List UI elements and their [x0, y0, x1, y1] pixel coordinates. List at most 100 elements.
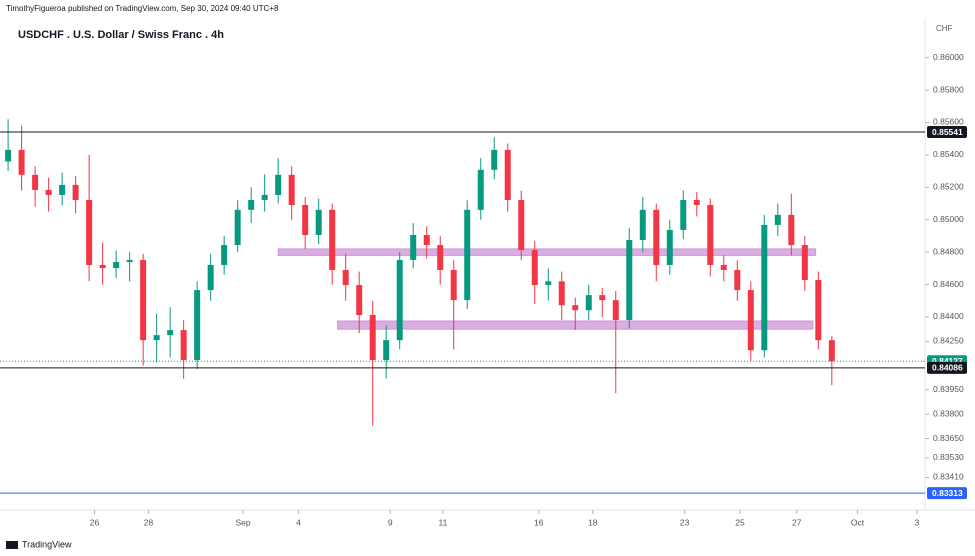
candle-body — [5, 149, 12, 162]
candle-body — [302, 204, 309, 235]
y-tick-label: 0.86000 — [933, 52, 964, 62]
price-label-box — [927, 487, 967, 500]
candle-body — [774, 214, 781, 225]
candle-body — [275, 174, 282, 195]
x-tick-label: 27 — [792, 517, 802, 527]
price-label: 0.85541 — [932, 127, 963, 137]
y-tick-label: 0.85600 — [933, 117, 964, 127]
candle-body — [221, 245, 228, 265]
candle-body — [504, 149, 511, 200]
candle-body — [761, 224, 768, 351]
x-tick-label: 11 — [439, 517, 448, 527]
candle-body — [383, 340, 390, 361]
y-tick-label: 0.84400 — [933, 311, 964, 321]
y-tick-label: 0.85400 — [933, 149, 964, 159]
candle-body — [45, 189, 52, 195]
price-label: 0.84086 — [932, 363, 963, 373]
candle-body — [315, 209, 322, 235]
candle-body — [18, 149, 25, 175]
candle-body — [59, 184, 66, 195]
x-tick-label: 16 — [534, 517, 544, 527]
footer: TradingView — [22, 539, 72, 549]
candle-body — [815, 280, 822, 341]
candle-body — [248, 199, 255, 210]
y-tick-label: 0.85800 — [933, 84, 964, 94]
candle-body — [666, 229, 673, 265]
candle-body — [491, 149, 498, 170]
candle-body — [450, 269, 457, 301]
candle-body — [207, 264, 214, 291]
candle-body — [518, 199, 525, 251]
candle-body — [558, 281, 565, 306]
zone — [277, 248, 817, 256]
candle-body — [356, 285, 363, 316]
x-tick-label: 4 — [296, 517, 301, 527]
candle-body — [72, 184, 79, 200]
candle-body — [288, 174, 295, 205]
y-tick-label: 0.83650 — [933, 433, 964, 443]
price-label: 0.83313 — [932, 488, 963, 498]
candle-body — [140, 259, 147, 341]
y-tick-label: 0.84250 — [933, 336, 964, 346]
candle-body — [32, 174, 39, 190]
x-tick-label: 9 — [388, 517, 393, 527]
price-label-box — [927, 361, 967, 374]
chart-title: USDCHF . U.S. Dollar / Swiss Franc . 4h — [18, 29, 224, 41]
candle-body — [585, 295, 592, 311]
price-label-box — [927, 126, 967, 139]
candle-body — [720, 264, 727, 270]
candle-body — [423, 234, 430, 246]
y-tick-label: 0.83410 — [933, 472, 964, 482]
candle-body — [599, 295, 606, 301]
candle-body — [369, 315, 376, 361]
candle-body — [113, 262, 120, 269]
y-tick-label: 0.84600 — [933, 279, 964, 289]
candle-body — [693, 199, 700, 205]
price-label: 0.84127 — [932, 356, 963, 366]
candle-body — [788, 214, 795, 246]
candle-body — [477, 169, 484, 210]
candle-body — [464, 209, 471, 301]
candle-body — [639, 209, 646, 240]
candle-body — [234, 209, 241, 246]
candle-body — [396, 259, 403, 341]
x-tick-label: 25 — [735, 517, 745, 527]
candle-body — [531, 250, 538, 286]
candle-body — [167, 330, 174, 336]
x-tick-label: 23 — [680, 517, 690, 527]
candle-body — [126, 259, 133, 263]
candle-body — [828, 340, 835, 362]
candle-body — [329, 209, 336, 270]
candle-body — [626, 239, 633, 321]
candle-body — [410, 234, 417, 260]
y-tick-label: 0.83530 — [933, 452, 964, 462]
x-tick-label: 3 — [915, 517, 920, 527]
candle-body — [801, 245, 808, 281]
x-tick-label: Sep — [236, 517, 251, 527]
y-tick-label: 0.83800 — [933, 408, 964, 418]
x-tick-label: 18 — [588, 517, 598, 527]
logo — [6, 541, 18, 549]
y-tick-label: 0.85200 — [933, 182, 964, 192]
y-tick-label: 0.83950 — [933, 384, 964, 394]
x-tick-label: 28 — [144, 517, 154, 527]
candle-body — [437, 245, 444, 270]
candle-body — [99, 264, 106, 269]
candle-body — [572, 305, 579, 311]
candle-body — [653, 209, 660, 265]
candle-body — [194, 290, 201, 361]
candle-body — [180, 330, 187, 361]
candle-body — [734, 269, 741, 291]
header: TimothyFigueroa published on TradingView… — [6, 4, 279, 13]
candle-body — [707, 204, 714, 265]
candle-body — [342, 269, 349, 286]
candle-body — [680, 199, 687, 230]
candle-body — [153, 335, 160, 341]
currency: CHF — [936, 24, 953, 33]
x-tick-label: Oct — [851, 517, 865, 527]
candle-body — [747, 290, 754, 351]
candle-body — [545, 281, 552, 286]
candle-body — [86, 199, 93, 265]
